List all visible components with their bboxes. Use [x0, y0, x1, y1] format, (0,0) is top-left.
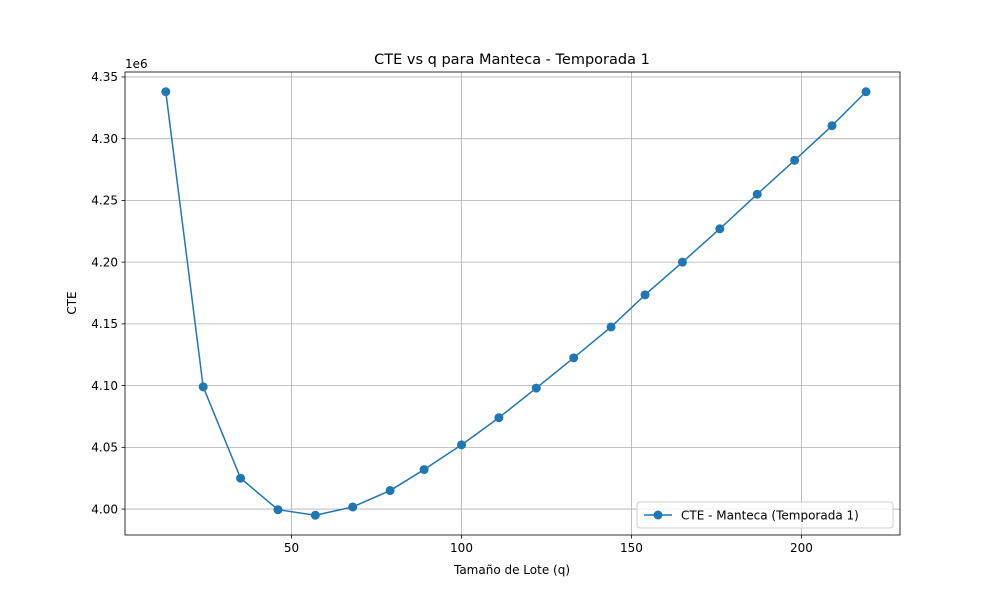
data-point [569, 353, 579, 363]
y-tick-label: 4.10 [91, 379, 118, 393]
data-point [457, 440, 467, 450]
y-tick: 4.20 [91, 255, 125, 269]
x-tick: 100 [450, 535, 473, 555]
x-tick: 50 [284, 535, 299, 555]
x-tick-label: 50 [284, 541, 299, 555]
data-point [161, 87, 171, 97]
legend: CTE - Manteca (Temporada 1) [636, 501, 894, 529]
data-point [531, 383, 541, 393]
x-tick: 150 [620, 535, 643, 555]
y-tick-label: 4.30 [91, 132, 118, 146]
axes-frame [124, 71, 901, 536]
legend-marker-swatch [653, 510, 663, 520]
data-point [606, 322, 616, 332]
data-point [494, 413, 504, 423]
y-tick: 4.30 [91, 132, 125, 146]
y-tick: 4.35 [91, 70, 125, 84]
x-axis-label: Tamaño de Lote (q) [453, 563, 570, 577]
y-tick-label: 4.20 [91, 255, 118, 269]
data-point [310, 510, 320, 520]
y-tick-label: 4.15 [91, 317, 118, 331]
data-point [715, 224, 725, 234]
data-point [273, 505, 283, 515]
y-tick-label: 4.00 [91, 502, 118, 516]
data-point [385, 486, 395, 496]
x-tick-label: 150 [620, 541, 643, 555]
y-tick-label: 4.05 [91, 441, 118, 455]
x-tick-label: 200 [790, 541, 813, 555]
y-axis-offset-label: 1e6 [125, 57, 148, 71]
y-tick: 4.10 [91, 379, 125, 393]
data-point [827, 121, 837, 131]
series-group [161, 87, 871, 520]
x-axis-ticks: 50 100 150 200 [284, 535, 813, 555]
chart-title: CTE vs q para Manteca - Temporada 1 [374, 52, 650, 68]
data-point [419, 465, 429, 475]
y-axis-label: CTE [65, 291, 79, 314]
data-point [236, 473, 246, 483]
series-line [165, 91, 867, 516]
data-point [861, 87, 871, 97]
legend-entry-label: CTE - Manteca (Temporada 1) [681, 509, 859, 523]
legend-box [636, 501, 894, 529]
x-tick: 200 [790, 535, 813, 555]
data-point [790, 155, 800, 165]
data-point [198, 382, 208, 392]
y-tick: 4.25 [91, 194, 125, 208]
y-tick: 4.05 [91, 441, 125, 455]
grid-lines [125, 72, 900, 535]
y-axis-ticks: 4.00 4.05 4.10 4.15 4.20 4.25 4.30 4.35 [91, 70, 125, 516]
y-tick: 4.00 [91, 502, 125, 516]
x-tick-label: 100 [450, 541, 473, 555]
y-tick-label: 4.25 [91, 194, 118, 208]
data-point [677, 257, 687, 267]
data-point [640, 290, 650, 300]
y-tick-label: 4.35 [91, 70, 118, 84]
y-tick: 4.15 [91, 317, 125, 331]
data-point [348, 502, 358, 512]
data-point [752, 189, 762, 199]
